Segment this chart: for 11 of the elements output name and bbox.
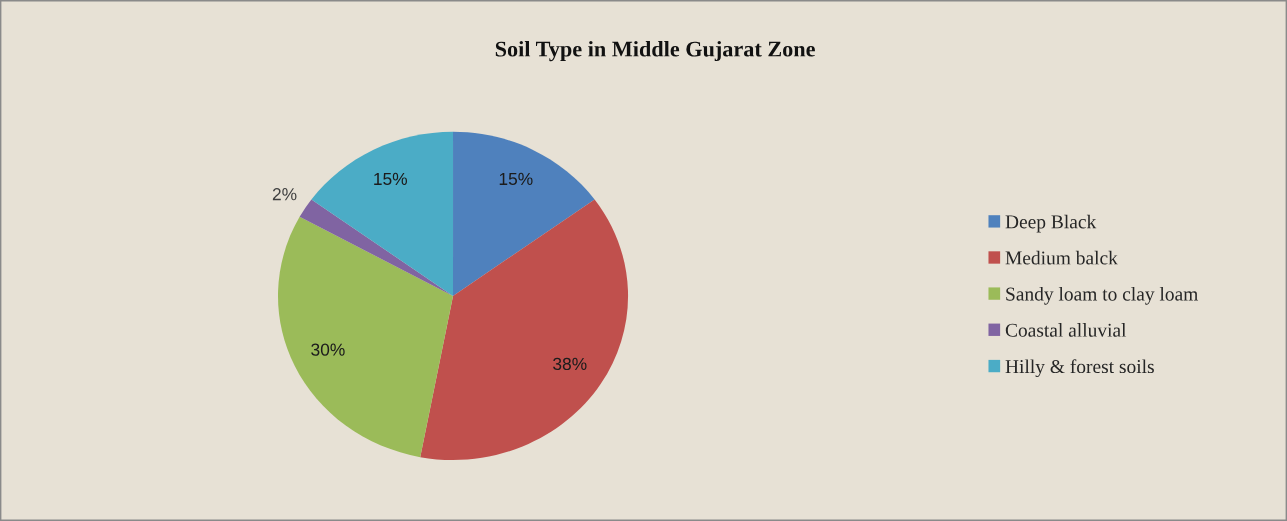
data-label: 38%	[553, 357, 587, 371]
data-label: 15%	[374, 172, 408, 186]
legend-label: Sandy loam to clay loam	[1006, 286, 1199, 305]
data-label: 15%	[499, 172, 533, 186]
data-label: 2%	[272, 188, 297, 201]
chart-title: Soil Type in Middle Gujarat Zone	[495, 40, 815, 62]
data-label: 30%	[311, 343, 345, 356]
legend-label: Medium balck	[1005, 250, 1118, 265]
legend-label: Deep Black	[1005, 214, 1097, 233]
legend-label: Hilly & forest soils	[1005, 359, 1154, 378]
legend-label: Coastal alluvial	[1005, 323, 1127, 337]
